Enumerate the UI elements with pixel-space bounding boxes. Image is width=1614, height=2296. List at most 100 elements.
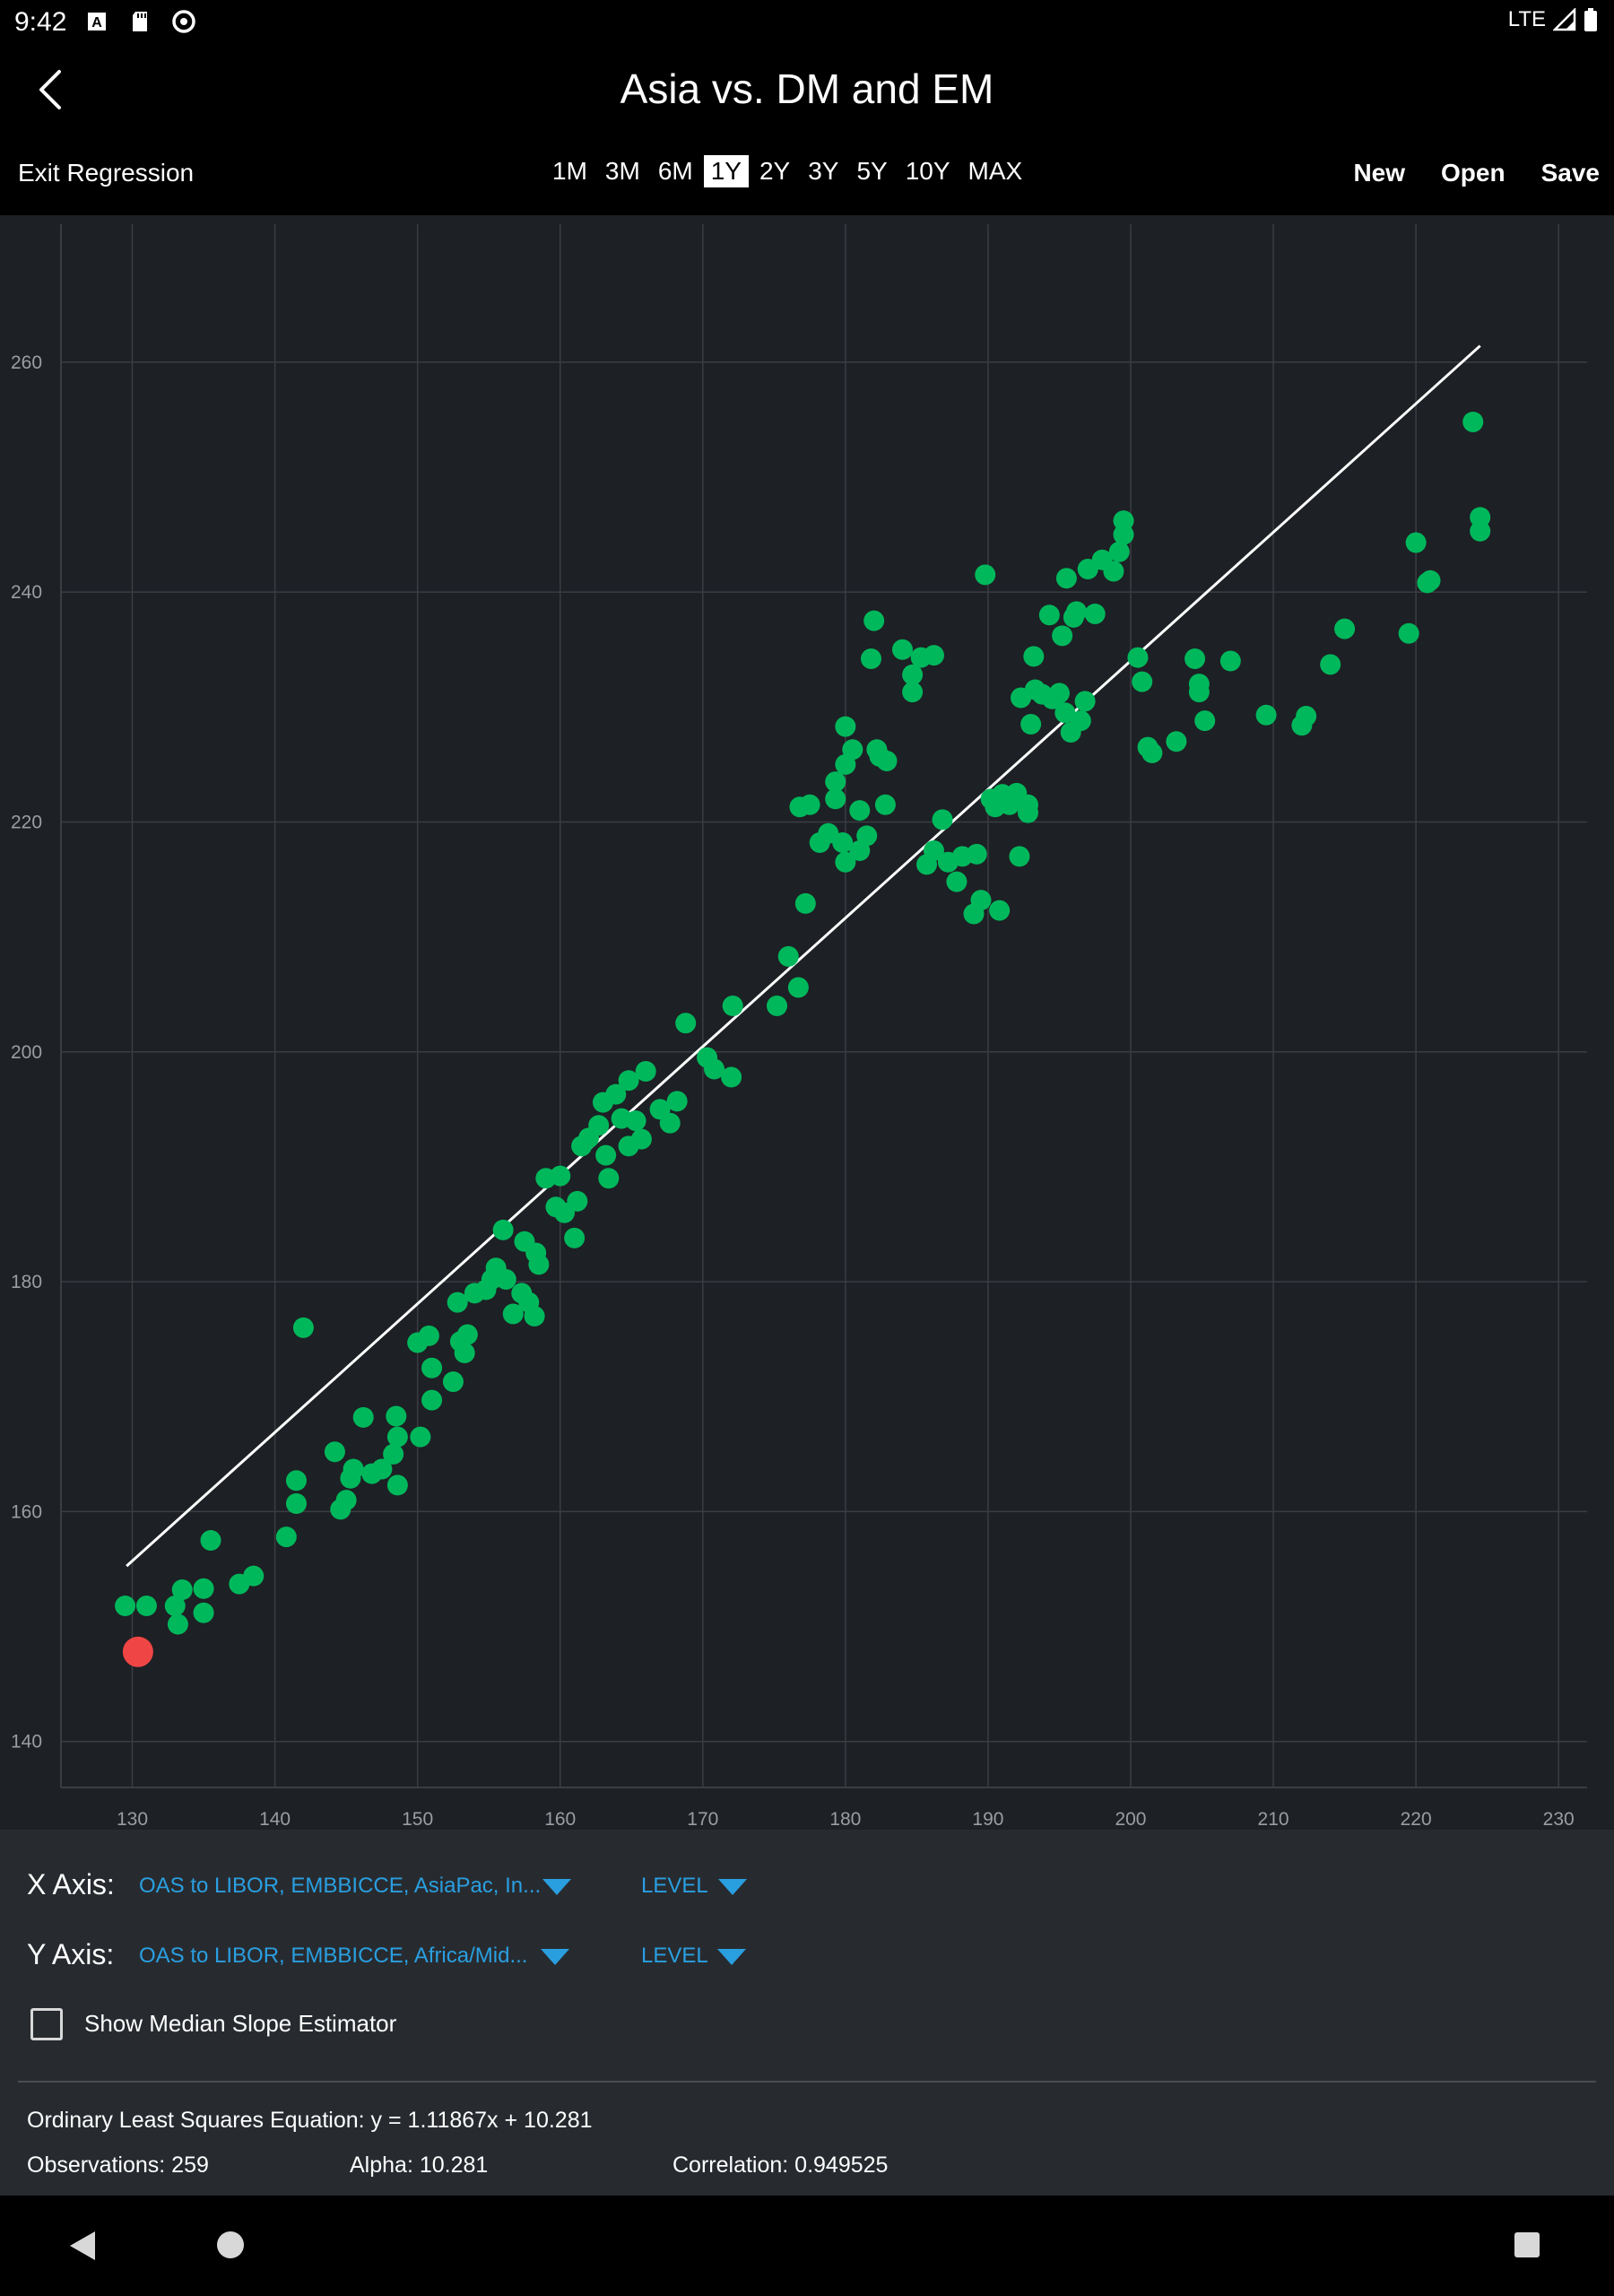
scatter-point[interactable] <box>550 1166 570 1187</box>
period-2y[interactable]: 2Y <box>752 155 797 187</box>
scatter-point[interactable] <box>660 1113 681 1134</box>
scatter-point[interactable] <box>276 1526 297 1547</box>
exit-regression-button[interactable]: Exit Regression <box>18 159 194 187</box>
scatter-point[interactable] <box>383 1444 404 1465</box>
scatter-point[interactable] <box>115 1596 135 1616</box>
new-button[interactable]: New <box>1353 159 1405 187</box>
scatter-point[interactable] <box>455 1343 475 1363</box>
scatter-point[interactable] <box>1194 710 1215 731</box>
scatter-point[interactable] <box>1085 604 1106 624</box>
scatter-point[interactable] <box>528 1254 549 1274</box>
y-axis-mode-dropdown-icon[interactable] <box>717 1949 746 1965</box>
period-3y[interactable]: 3Y <box>801 155 846 187</box>
scatter-point[interactable] <box>989 900 1010 921</box>
scatter-point[interactable] <box>286 1470 307 1491</box>
scatter-point[interactable] <box>675 1013 696 1033</box>
scatter-point[interactable] <box>168 1614 188 1635</box>
scatter-point[interactable] <box>876 751 897 771</box>
x-axis-dropdown-icon[interactable] <box>542 1879 571 1895</box>
period-10y[interactable]: 10Y <box>898 155 958 187</box>
scatter-point[interactable] <box>1184 648 1205 669</box>
scatter-point[interactable] <box>387 1474 408 1495</box>
scatter-point[interactable] <box>172 1579 193 1600</box>
scatter-point[interactable] <box>1420 570 1441 591</box>
scatter-point[interactable] <box>924 645 944 665</box>
scatter-point[interactable] <box>410 1427 430 1448</box>
scatter-point[interactable] <box>875 795 896 815</box>
scatter-point[interactable] <box>1141 743 1162 763</box>
nav-home-icon[interactable] <box>215 2230 246 2260</box>
scatter-point[interactable] <box>343 1458 364 1479</box>
x-axis-mode-select[interactable]: LEVEL <box>641 1874 708 1899</box>
period-6m[interactable]: 6M <box>651 155 700 187</box>
scatter-point[interactable] <box>493 1220 514 1240</box>
scatter-point[interactable] <box>863 611 884 631</box>
scatter-point[interactable] <box>1334 619 1355 639</box>
scatter-point[interactable] <box>1039 604 1060 625</box>
scatter-point[interactable] <box>892 639 913 660</box>
scatter-point[interactable] <box>136 1596 157 1616</box>
y-axis-dropdown-icon[interactable] <box>541 1949 569 1965</box>
scatter-point[interactable] <box>1114 510 1134 531</box>
scatter-point[interactable] <box>1189 682 1210 702</box>
scatter-point[interactable] <box>419 1326 439 1346</box>
scatter-point[interactable] <box>1220 651 1241 672</box>
scatter-point[interactable] <box>1018 795 1038 815</box>
period-5y[interactable]: 5Y <box>849 155 894 187</box>
scatter-point[interactable] <box>1009 846 1029 866</box>
scatter-point[interactable] <box>723 996 743 1016</box>
scatter-point[interactable] <box>1470 521 1490 542</box>
period-3m[interactable]: 3M <box>598 155 647 187</box>
scatter-point[interactable] <box>1052 625 1072 646</box>
period-1m[interactable]: 1M <box>545 155 594 187</box>
scatter-point[interactable] <box>1462 412 1483 432</box>
scatter-point[interactable] <box>293 1318 314 1338</box>
scatter-point[interactable] <box>767 996 787 1016</box>
scatter-point[interactable] <box>588 1115 609 1135</box>
scatter-point[interactable] <box>842 739 863 760</box>
scatter-point[interactable] <box>800 795 820 815</box>
scatter-point[interactable] <box>1132 672 1152 692</box>
scatter-point[interactable] <box>387 1427 408 1448</box>
scatter-point[interactable] <box>975 564 995 585</box>
scatter-point[interactable] <box>778 946 799 967</box>
scatter-point[interactable] <box>595 1145 616 1166</box>
scatter-point[interactable] <box>421 1358 442 1378</box>
scatter-point[interactable] <box>201 1530 221 1551</box>
scatter-point[interactable] <box>1103 561 1124 582</box>
scatter-point[interactable] <box>946 872 967 892</box>
scatter-point[interactable] <box>856 825 877 846</box>
scatter-point[interactable] <box>835 717 855 737</box>
latest-point[interactable] <box>123 1637 153 1667</box>
scatter-point[interactable] <box>1127 648 1148 668</box>
scatter-point[interactable] <box>1166 731 1186 752</box>
scatter-point[interactable] <box>1023 646 1044 666</box>
scatter-point[interactable] <box>243 1566 264 1587</box>
scatter-point[interactable] <box>1075 691 1096 711</box>
y-axis-mode-select[interactable]: LEVEL <box>641 1944 708 1969</box>
save-button[interactable]: Save <box>1541 159 1600 187</box>
scatter-point[interactable] <box>353 1407 374 1428</box>
scatter-point[interactable] <box>386 1406 406 1427</box>
scatter-point[interactable] <box>564 1228 585 1248</box>
y-axis-series-select[interactable]: OAS to LIBOR, EMBBICCE, Africa/Mid... <box>139 1944 527 1969</box>
period-1y[interactable]: 1Y <box>704 155 749 187</box>
scatter-point[interactable] <box>825 771 846 792</box>
scatter-point[interactable] <box>902 682 923 702</box>
scatter-point[interactable] <box>795 893 816 914</box>
scatter-point[interactable] <box>525 1306 545 1326</box>
scatter-point[interactable] <box>1020 714 1041 735</box>
scatter-point[interactable] <box>636 1061 656 1082</box>
scatter-chart[interactable]: 130 140 150 160 170 180 190 200 210 220 230 140 160 1… <box>0 215 1614 1830</box>
scatter-point[interactable] <box>1066 601 1087 622</box>
scatter-point[interactable] <box>967 844 987 865</box>
scatter-point[interactable] <box>1320 654 1341 674</box>
period-max[interactable]: MAX <box>961 155 1030 187</box>
scatter-point[interactable] <box>194 1578 214 1599</box>
scatter-point[interactable] <box>336 1490 357 1510</box>
scatter-point[interactable] <box>788 977 809 997</box>
scatter-point[interactable] <box>1071 710 1091 731</box>
scatter-point[interactable] <box>496 1269 516 1290</box>
scatter-point[interactable] <box>1056 568 1077 588</box>
scatter-point[interactable] <box>567 1191 587 1212</box>
